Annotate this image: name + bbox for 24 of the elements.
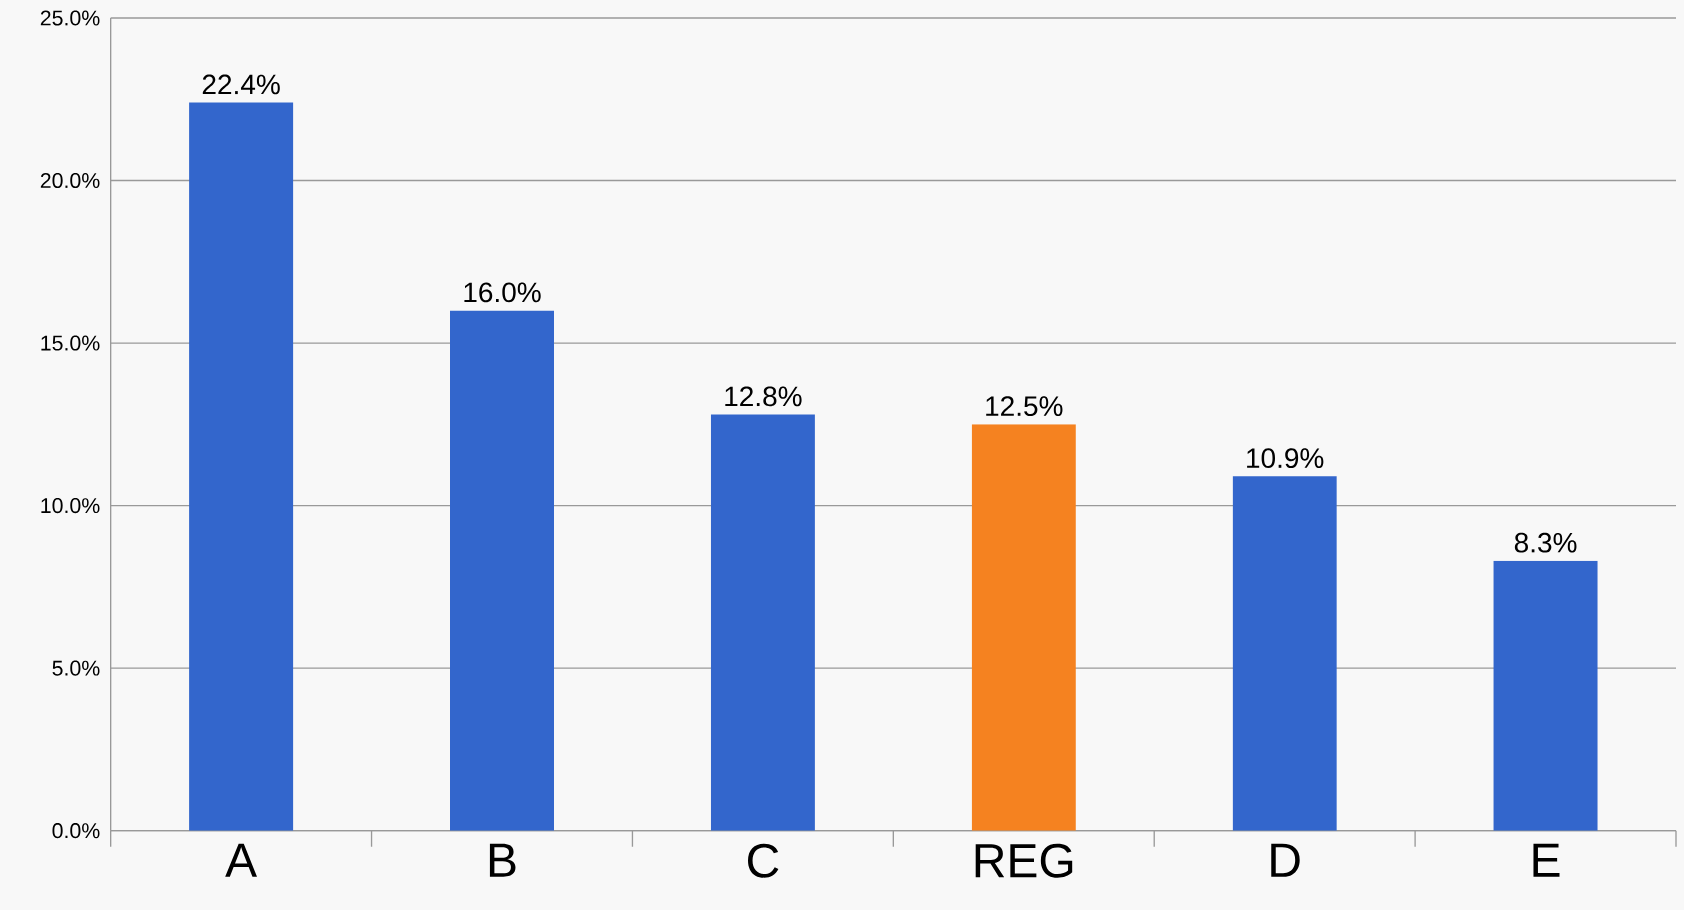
data-label: 10.9% (1247, 448, 1324, 469)
data-label: 8.3% (1514, 532, 1577, 553)
data-label: 16.0% (464, 282, 541, 303)
x-tick-label: D (1271, 843, 1300, 877)
y-tick-label: 20.0% (40, 172, 100, 189)
x-tick-label: REG (975, 843, 1073, 878)
y-tick-label: 10.0% (41, 498, 100, 514)
y-tick-label: 0.0% (52, 823, 100, 839)
x-tick-label: C (748, 843, 779, 878)
data-label: 12.5% (986, 396, 1063, 417)
x-tick-label: B (489, 843, 516, 877)
y-tick-label: 15.0% (41, 335, 100, 351)
bar (1493, 560, 1598, 831)
bar (450, 310, 554, 831)
y-tick-label: 25.0% (40, 10, 100, 26)
bar (189, 102, 294, 831)
data-label: 12.8% (725, 386, 802, 407)
bar (1232, 476, 1337, 831)
data-label: 22.4% (202, 74, 280, 95)
x-tick-label: E (1533, 843, 1560, 877)
bar (971, 424, 1076, 831)
y-tick-label: 5.0% (52, 660, 100, 676)
bar (710, 414, 815, 831)
x-tick-label: A (225, 843, 258, 877)
